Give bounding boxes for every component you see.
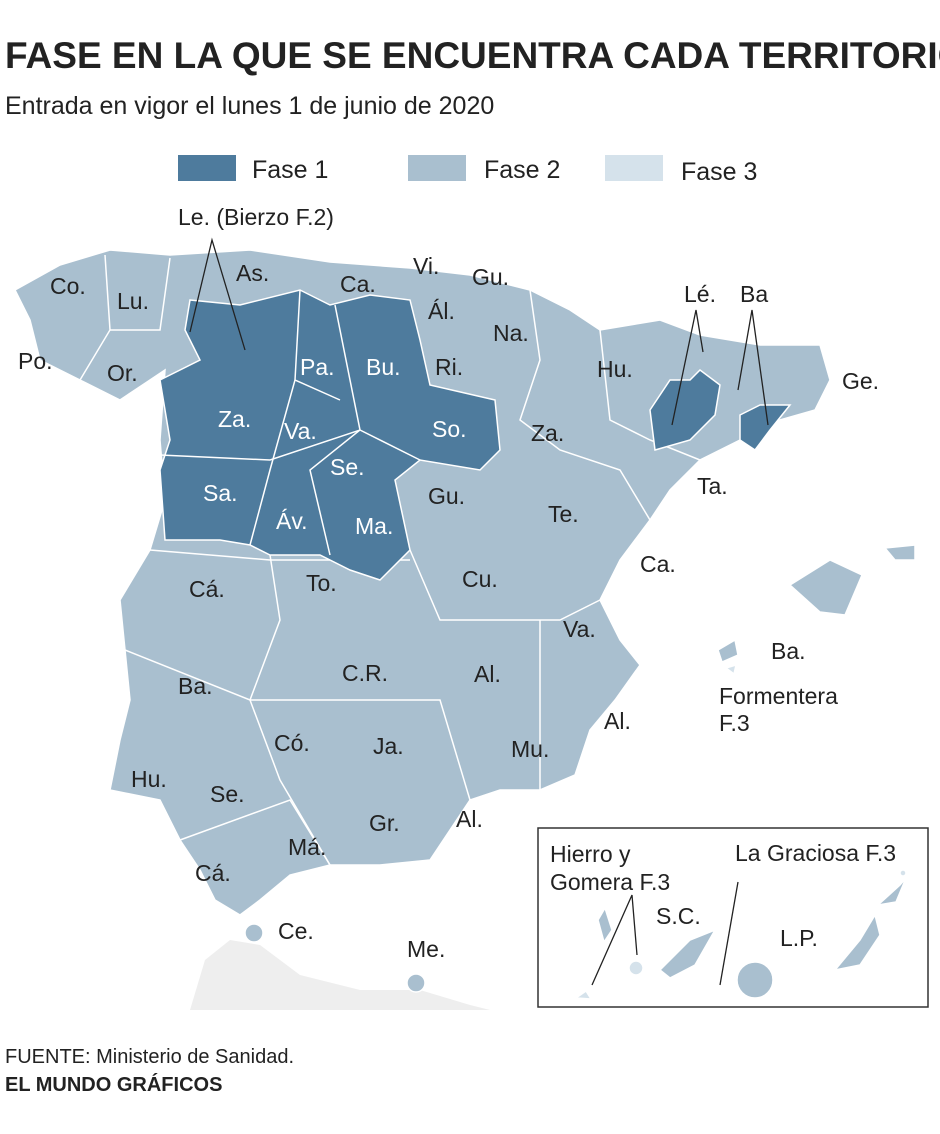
annotation: La Graciosa F.3	[735, 840, 896, 866]
annotation: Le. (Bierzo F.2)	[178, 204, 334, 230]
province-label: Ce.	[278, 918, 314, 944]
province-label: Sa.	[203, 480, 238, 506]
legend-swatch	[178, 155, 236, 181]
mallorca	[788, 559, 863, 616]
subtitle: Entrada en vigor el lunes 1 de junio de …	[5, 92, 494, 120]
province-label: Te.	[548, 501, 579, 527]
province-label: Al.	[456, 806, 483, 832]
legend-label: Fase 3	[681, 158, 757, 186]
borders	[159, 289, 421, 556]
province-label: Có.	[274, 730, 310, 756]
province-label: Gr.	[369, 810, 400, 836]
province-label: Gu.	[428, 483, 465, 509]
la-gomera	[628, 960, 644, 976]
fuerteventura	[833, 913, 881, 972]
canarias-box	[537, 827, 929, 1008]
province-label: Or.	[107, 360, 138, 386]
province-label: Áv.	[276, 508, 308, 534]
legend-label: Fase 2	[484, 156, 560, 184]
province-label: C.R.	[342, 660, 388, 686]
menorca	[883, 544, 916, 561]
province-labels: Co. Lu. As. Ca. Vi. Gu. Ál. Na. Po. Or. …	[18, 253, 879, 962]
province-label: Ál.	[428, 298, 455, 324]
lanzarote	[875, 877, 907, 907]
province-label: Al.	[474, 661, 501, 687]
barcelona	[739, 404, 792, 452]
province-label: S.C.	[656, 903, 701, 929]
province-label: Ca.	[640, 551, 676, 577]
province-label: Ba.	[178, 673, 213, 699]
province-label: Cu.	[462, 566, 498, 592]
annotations: Le. (Bierzo F.2) Lé. Ba Formentera F.3 H…	[178, 204, 896, 895]
province-label: Co.	[50, 273, 86, 299]
legend-label: Fase 1	[252, 156, 328, 184]
annotation: F.3	[719, 710, 750, 736]
el-hierro	[573, 989, 593, 1000]
source: FUENTE: Ministerio de Sanidad.	[5, 1046, 294, 1068]
legend-swatch	[605, 155, 663, 181]
province-label: Cá.	[189, 576, 225, 602]
leaders	[189, 237, 769, 986]
province-label: Ge.	[842, 368, 879, 394]
la-graciosa	[899, 869, 907, 877]
province-label: Za.	[531, 420, 564, 446]
annotation: Ba	[740, 281, 768, 307]
province-label: As.	[236, 260, 269, 286]
legend-swatch	[408, 155, 466, 181]
province-label: Hu.	[597, 356, 633, 382]
province-label: Gu.	[472, 264, 509, 290]
province-label: So.	[432, 416, 467, 442]
province-label: Ca.	[340, 271, 376, 297]
title: FASE EN LA QUE SE ENCUENTRA CADA TERRITO…	[5, 35, 940, 76]
province-label: Ri.	[435, 354, 463, 380]
province-label: Mu.	[511, 736, 549, 762]
province-label: Po.	[18, 348, 53, 374]
province-label: Se.	[330, 454, 365, 480]
annotation: Formentera	[719, 683, 838, 709]
ceuta	[244, 923, 264, 943]
province-label: Ba.	[771, 638, 806, 664]
province-label: Va.	[563, 616, 596, 642]
credit: EL MUNDO GRÁFICOS	[5, 1073, 222, 1096]
province-label: Hu.	[131, 766, 167, 792]
province-label: Al.	[604, 708, 631, 734]
gran-canaria	[736, 961, 774, 999]
formentera	[724, 663, 738, 676]
province-label: Ja.	[373, 733, 404, 759]
province-label: Va.	[284, 418, 317, 444]
castilla-leon	[159, 289, 501, 581]
la-palma	[597, 906, 613, 944]
province-label: L.P.	[780, 925, 818, 951]
lleida	[649, 369, 721, 451]
province-label: Pa.	[300, 354, 335, 380]
province-label: Ta.	[697, 473, 728, 499]
province-label: Má.	[288, 834, 326, 860]
province-label: Na.	[493, 320, 529, 346]
province-label: Za.	[218, 406, 251, 432]
province-label: Lu.	[117, 288, 149, 314]
ibiza	[717, 638, 739, 664]
province-label: Ma.	[355, 513, 393, 539]
tenerife	[658, 928, 717, 979]
annotation: Gomera F.3	[550, 869, 670, 895]
annotation: Hierro y	[550, 841, 631, 867]
province-label: Me.	[407, 936, 445, 962]
legend: Fase 1 Fase 2 Fase 3	[178, 155, 757, 186]
melilla	[406, 973, 426, 993]
annotation: Lé.	[684, 281, 716, 307]
map	[14, 249, 929, 1010]
province-label: Vi.	[413, 253, 439, 279]
province-label: Cá.	[195, 860, 231, 886]
province-label: Se.	[210, 781, 245, 807]
province-label: To.	[306, 570, 337, 596]
province-label: Bu.	[366, 354, 401, 380]
